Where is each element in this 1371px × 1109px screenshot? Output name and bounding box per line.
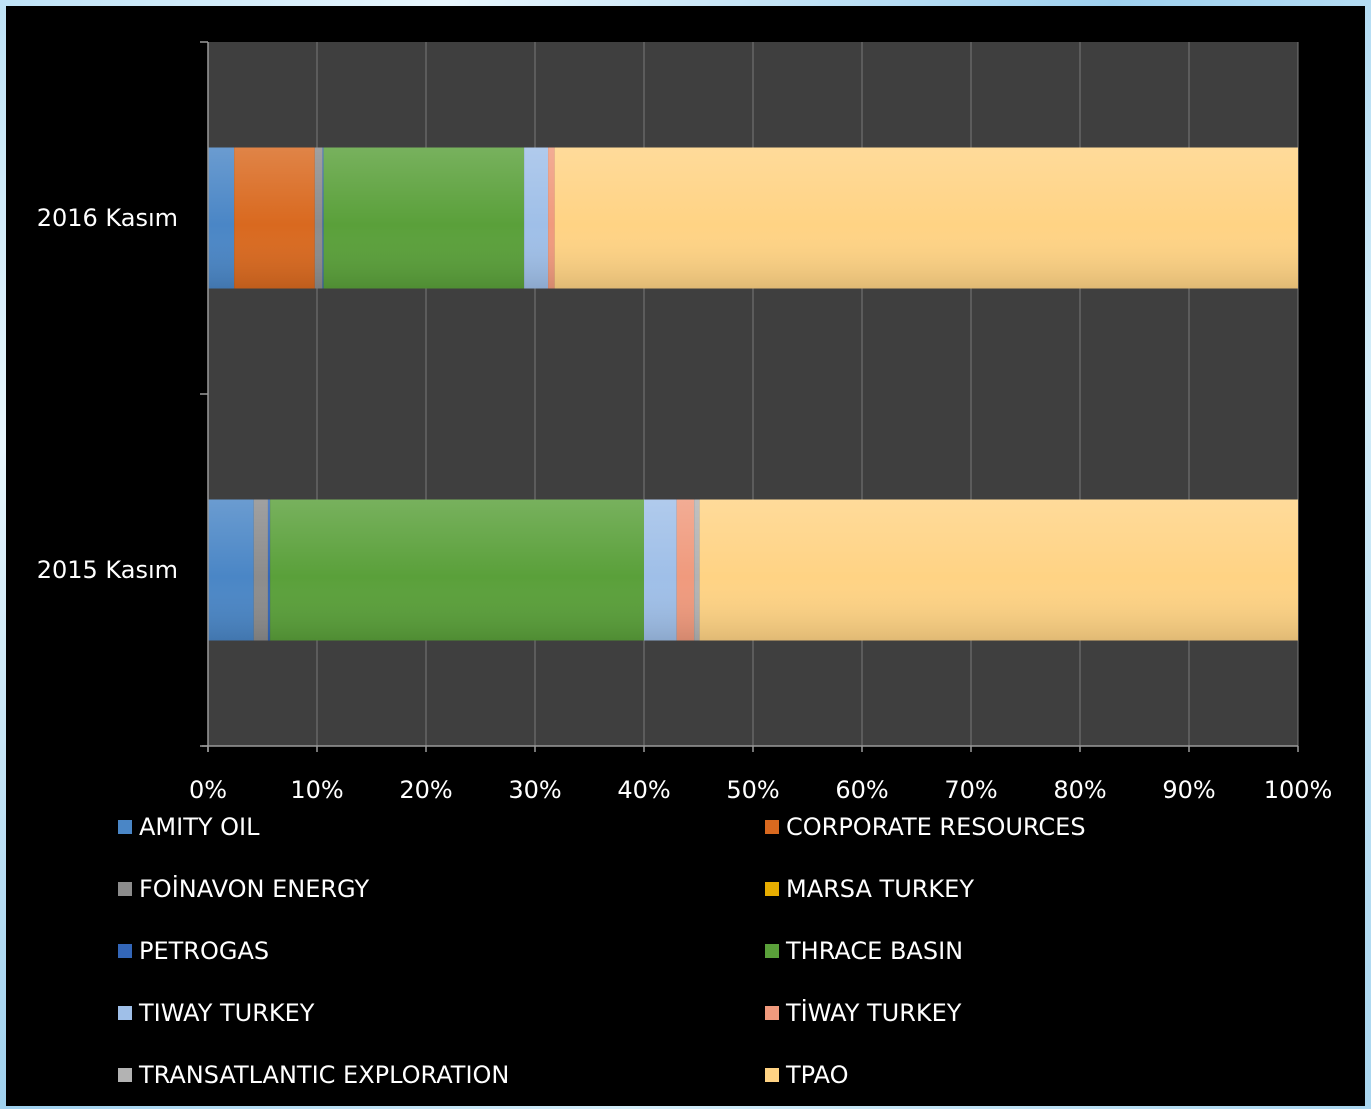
legend-swatch [118, 1068, 132, 1082]
legend-swatch [765, 1006, 779, 1020]
bar-segment-shading [548, 147, 555, 289]
legend-item: TPAO [765, 1060, 848, 1090]
chart-frame: 2015 Kasım 2016 Kasım 0% 10% 20% 30% 40% 50% 60… [6, 6, 1365, 1106]
legend-swatch [765, 944, 779, 958]
x-tick-label: 80% [1053, 776, 1106, 804]
legend-swatch [118, 882, 132, 896]
bar-segment-shading [323, 147, 525, 289]
legend-label: MARSA TURKEY [786, 875, 974, 903]
category-labels: 2015 Kasım 2016 Kasım [37, 204, 178, 584]
x-tick-label: 10% [290, 776, 343, 804]
category-label: 2015 Kasım [37, 556, 178, 584]
bar-segment-shading [699, 499, 1298, 641]
stacked-bar-chart: 2015 Kasım 2016 Kasım 0% 10% 20% 30% 40% 50% 60… [37, 41, 1332, 804]
category-label: 2016 Kasım [37, 204, 178, 232]
bars [208, 147, 1298, 641]
x-tick-label: 30% [508, 776, 561, 804]
x-tick-label: 100% [1264, 776, 1333, 804]
legend-item: TRANSATLANTIC EXPLORATION [118, 1060, 509, 1090]
legend-label: TPAO [786, 1061, 849, 1089]
legend-label: TRANSATLANTIC EXPLORATION [139, 1061, 510, 1089]
legend-item: PETROGAS [118, 936, 269, 966]
legend-swatch [118, 1006, 132, 1020]
legend-label: THRACE BASIN [786, 937, 964, 965]
legend-label: FOİNAVON ENERGY [139, 875, 370, 903]
legend-item: TIWAY TURKEY [118, 998, 314, 1028]
legend-label: TİWAY TURKEY [786, 999, 962, 1027]
legend-item: FOİNAVON ENERGY [118, 874, 369, 904]
x-tick-label: 50% [726, 776, 779, 804]
x-tick-label: 40% [617, 776, 670, 804]
bar-segment-shading [322, 147, 324, 289]
legend-item: MARSA TURKEY [765, 874, 974, 904]
x-tick-labels: 0% 10% 20% 30% 40% 50% 60% 70% 80% 90% 100% [189, 776, 1332, 804]
legend-swatch [765, 882, 779, 896]
bar-segment-shading [314, 147, 323, 289]
legend-item: TİWAY TURKEY [765, 998, 961, 1028]
bar-segment-shading [234, 147, 315, 289]
legend-item: THRACE BASIN [765, 936, 963, 966]
bar-segment-shading [253, 499, 268, 641]
legend-label: TIWAY TURKEY [139, 999, 315, 1027]
bar-segment-shading [270, 499, 644, 641]
legend-label: CORPORATE RESOURCES [786, 813, 1086, 841]
bar-segment-shading [524, 147, 549, 289]
bar-segment-shading [694, 499, 700, 641]
legend-swatch [765, 820, 779, 834]
legend-item: CORPORATE RESOURCES [765, 812, 1086, 842]
legend-swatch [765, 1068, 779, 1082]
bar-segment-shading [644, 499, 677, 641]
x-tick-label: 60% [835, 776, 888, 804]
legend-item: AMITY OIL [118, 812, 260, 842]
legend-label: PETROGAS [139, 937, 270, 965]
x-tick-label: 90% [1162, 776, 1215, 804]
x-tick-label: 20% [399, 776, 452, 804]
legend-swatch [118, 944, 132, 958]
x-tick-label: 70% [944, 776, 997, 804]
bar-segment-shading [208, 499, 254, 641]
x-tick-label: 0% [189, 776, 227, 804]
legend-label: AMITY OIL [139, 813, 260, 841]
axes [200, 41, 1299, 752]
bar-segment-shading [554, 147, 1298, 289]
bar-segment-shading [208, 147, 235, 289]
bar-segment-shading [267, 499, 271, 641]
bar-segment-shading [676, 499, 695, 641]
legend-swatch [118, 820, 132, 834]
